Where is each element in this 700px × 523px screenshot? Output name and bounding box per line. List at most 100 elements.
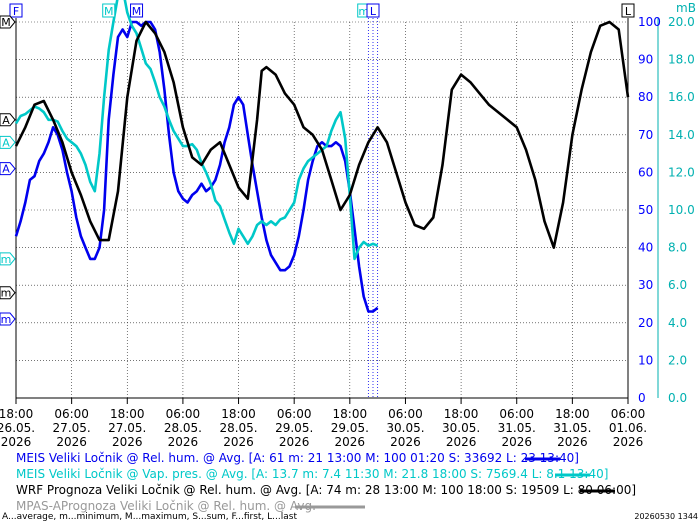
- top-marker-label: L: [625, 5, 632, 18]
- x-tick-date: 27.05.: [53, 421, 91, 435]
- right-scale-tick-label: 0.0: [668, 391, 687, 405]
- x-tick-time: 06:00: [166, 407, 201, 421]
- legend-series-4-text: MPAS-APrognoza Veliki Ločnik @ Rel. hum.…: [16, 499, 316, 513]
- x-tick-date: 29.05.: [331, 421, 369, 435]
- x-tick-time: 18:00: [444, 407, 479, 421]
- x-tick-time: 06:00: [611, 407, 646, 421]
- x-tick-time: 18:00: [333, 407, 368, 421]
- left-marker-label: m: [1, 253, 12, 266]
- legend-series-3-text: WRF Prognoza Veliki Ločnik @ Rel. hum. @…: [16, 483, 637, 497]
- x-tick-date: 31.05.: [498, 421, 536, 435]
- x-tick-date: 28.05.: [164, 421, 202, 435]
- legend-series-3: WRF Prognoza Veliki Ločnik @ Rel. hum. @…: [16, 483, 636, 497]
- left-marker-flag: [0, 15, 16, 29]
- left-marker-label: A: [2, 163, 10, 176]
- legend-series-1: MEIS Veliki Ločnik @ Rel. hum. @ Avg. [A…: [16, 451, 579, 465]
- x-tick-time: 18:00: [555, 407, 590, 421]
- x-tick-time: 18:00: [110, 407, 145, 421]
- x-tick-year: 2026: [501, 435, 532, 449]
- left-scale-tick-label: 60: [638, 165, 653, 179]
- x-tick-year: 2026: [335, 435, 366, 449]
- left-marker-flag: [0, 252, 16, 266]
- left-marker-flag: [0, 135, 16, 149]
- left-marker-flag: [0, 312, 16, 326]
- left-marker-flag: [0, 162, 16, 176]
- right-scale-tick-label: 10.0: [668, 203, 695, 217]
- x-tick-date: 29.05.: [275, 421, 313, 435]
- left-marker-flag: [0, 286, 16, 300]
- top-marker-label: m: [358, 5, 369, 18]
- grid-lines: [15, 18, 629, 399]
- right-axis-unit: mB: [676, 1, 696, 15]
- x-tick-year: 2026: [223, 435, 254, 449]
- x-tick-date: 30.05.: [442, 421, 480, 435]
- x-tick-year: 2026: [557, 435, 588, 449]
- x-tick-year: 2026: [112, 435, 143, 449]
- x-tick-time: 06:00: [277, 407, 312, 421]
- left-marker-label: m: [1, 287, 12, 300]
- x-tick-date: 31.05.: [553, 421, 591, 435]
- x-tick-time: 18:00: [221, 407, 256, 421]
- plot-frame: [15, 18, 659, 509]
- x-axis: 18:0026.05.202606:0027.05.202618:0027.05…: [0, 398, 647, 449]
- x-tick-year: 2026: [168, 435, 199, 449]
- left-scale-tick-label: 0: [638, 391, 646, 405]
- right-scale-tick-label: 6.0: [668, 278, 687, 292]
- x-tick-date: 01.06.: [609, 421, 647, 435]
- legend-series-2: MEIS Veliki Ločnik @ Vap. pres. @ Avg. […: [16, 467, 608, 481]
- right-scale-tick-label: 20.0: [668, 15, 695, 29]
- x-tick-year: 2026: [279, 435, 310, 449]
- x-tick-date: 28.05.: [219, 421, 257, 435]
- x-tick-time: 18:00: [0, 407, 33, 421]
- left-scale-tick-label: 20: [638, 316, 653, 330]
- top-marker-box: [130, 3, 144, 18]
- left-scale-tick-label: 10: [638, 353, 653, 367]
- legend-series-1-text: MEIS Veliki Ločnik @ Rel. hum. @ Avg. [A…: [16, 451, 579, 465]
- x-tick-year: 2026: [390, 435, 421, 449]
- series-line-1: [14, 20, 379, 313]
- series-line-3: [14, 20, 630, 249]
- top-marker-label: M: [104, 5, 114, 18]
- left-scale-tick-label: 40: [638, 241, 653, 255]
- left-marker-label: A: [2, 114, 10, 127]
- right-scale-tick-label: 14.0: [668, 128, 695, 142]
- right-scale-tick-label: 4.0: [668, 316, 687, 330]
- x-tick-date: 26.05.: [0, 421, 35, 435]
- footer-note: A...average, m...minimum, M...maximum, S…: [2, 512, 297, 522]
- x-tick-year: 2026: [1, 435, 32, 449]
- left-scale-tick-label: 100: [638, 15, 661, 29]
- legend-series-2-text: MEIS Veliki Ločnik @ Vap. pres. @ Avg. […: [16, 467, 609, 481]
- left-marker-label: A: [2, 136, 10, 149]
- left-scale-tick-label: 30: [638, 278, 653, 292]
- x-tick-year: 2026: [446, 435, 477, 449]
- series-layer: [14, 0, 630, 313]
- left-marker-label: M: [1, 16, 11, 29]
- left-scale-tick-label: 80: [638, 90, 653, 104]
- top-marker-label: M: [132, 5, 142, 18]
- right-scale-tick-label: 2.0: [668, 353, 687, 367]
- x-tick-date: 30.05.: [386, 421, 424, 435]
- top-marker-box: [102, 3, 116, 18]
- top-marker-label: L: [370, 5, 377, 18]
- x-tick-time: 06:00: [54, 407, 89, 421]
- timestamp-stamp: 20260530 1344: [634, 512, 698, 521]
- left-marker-flag: [0, 113, 16, 127]
- x-tick-time: 06:00: [388, 407, 423, 421]
- right-axis: 0 0.0 10 2.0 20 4.0 30 6.0 40 8.0 50 10.0 60 12.0 70 14…: [638, 15, 695, 405]
- x-tick-time: 06:00: [499, 407, 534, 421]
- x-tick-year: 2026: [56, 435, 87, 449]
- x-tick-date: 27.05.: [108, 421, 146, 435]
- right-scale-tick-label: 8.0: [668, 241, 687, 255]
- right-scale-tick-label: 16.0: [668, 90, 695, 104]
- top-marker-box: [366, 3, 380, 18]
- left-scale-tick-label: 90: [638, 53, 653, 67]
- left-scale-tick-label: 50: [638, 203, 653, 217]
- top-marker-label: F: [13, 5, 19, 18]
- top-marker-box: [9, 3, 23, 18]
- right-scale-tick-label: 12.0: [668, 165, 695, 179]
- left-marker-label: m: [1, 313, 12, 326]
- series-line-2: [14, 0, 379, 261]
- legend-series-4: MPAS-APrognoza Veliki Ločnik @ Rel. hum.…: [16, 499, 316, 513]
